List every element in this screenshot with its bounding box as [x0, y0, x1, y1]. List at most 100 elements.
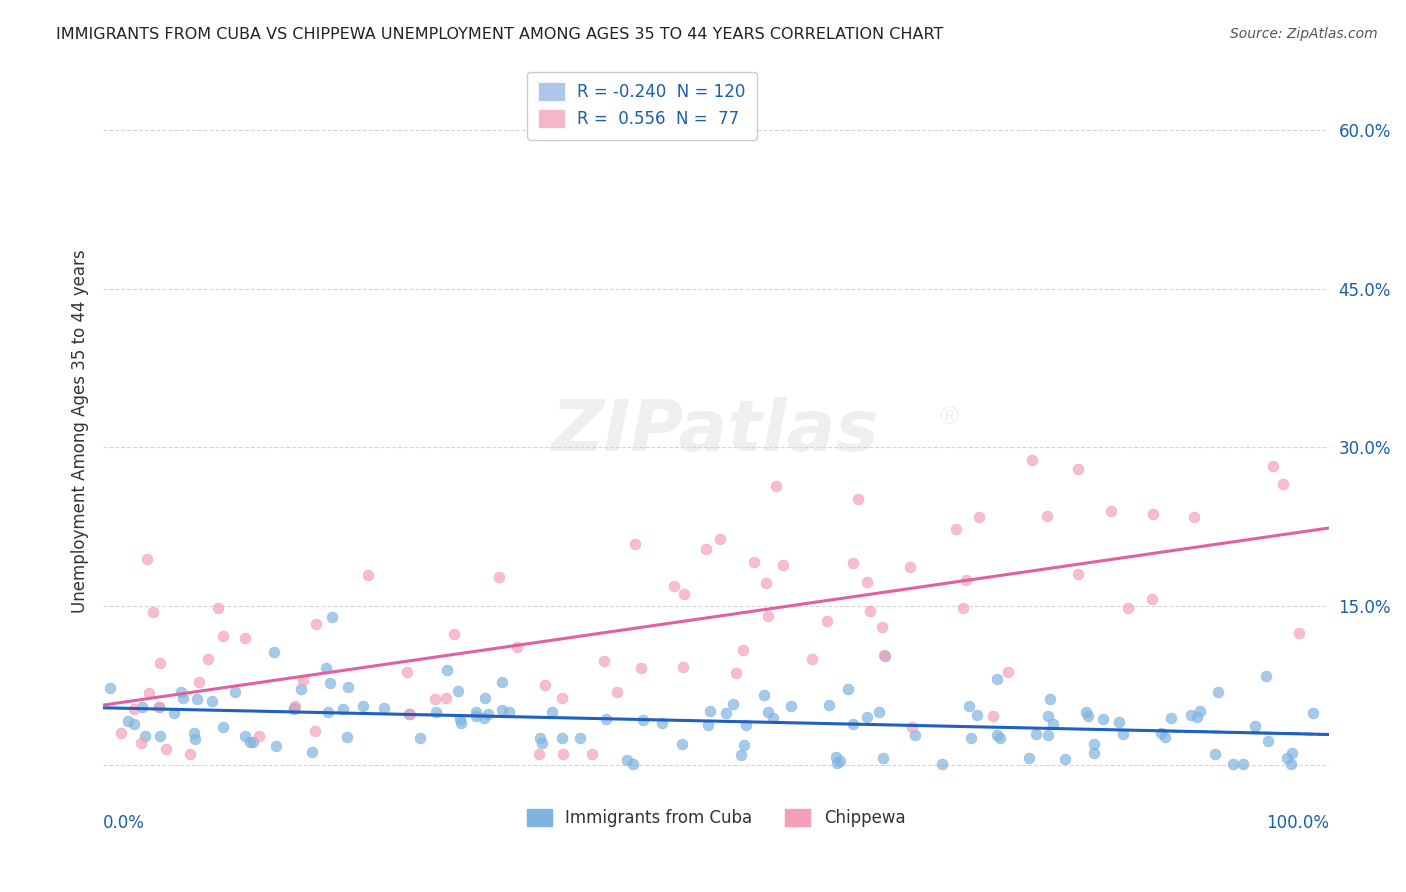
- Point: [945, 522, 967, 536]
- Point: [621, 756, 644, 771]
- Point: [762, 711, 785, 725]
- Point: [673, 587, 696, 601]
- Point: [491, 674, 513, 689]
- Point: [283, 702, 305, 716]
- Point: [304, 724, 326, 739]
- Point: [138, 686, 160, 700]
- Point: [967, 510, 990, 524]
- Point: [966, 708, 988, 723]
- Point: [873, 648, 896, 662]
- Point: [356, 568, 378, 582]
- Point: [183, 726, 205, 740]
- Point: [1108, 715, 1130, 730]
- Point: [842, 716, 865, 731]
- Point: [506, 640, 529, 655]
- Point: [1083, 737, 1105, 751]
- Point: [856, 710, 879, 724]
- Point: [1054, 752, 1077, 766]
- Point: [188, 675, 211, 690]
- Point: [425, 705, 447, 719]
- Point: [1067, 462, 1090, 476]
- Point: [904, 728, 927, 742]
- Point: [315, 660, 337, 674]
- Point: [465, 705, 488, 719]
- Point: [616, 753, 638, 767]
- Point: [730, 747, 752, 762]
- Point: [595, 713, 617, 727]
- Point: [212, 629, 235, 643]
- Point: [855, 575, 877, 590]
- Point: [1099, 504, 1122, 518]
- Point: [606, 684, 628, 698]
- Point: [352, 699, 374, 714]
- Point: [869, 706, 891, 720]
- Point: [754, 688, 776, 702]
- Point: [398, 707, 420, 722]
- Point: [837, 682, 859, 697]
- Y-axis label: Unemployment Among Ages 35 to 44 years: Unemployment Among Ages 35 to 44 years: [72, 250, 89, 614]
- Point: [336, 731, 359, 745]
- Text: ZIPatlas: ZIPatlas: [553, 397, 880, 467]
- Point: [131, 700, 153, 714]
- Point: [842, 556, 865, 570]
- Point: [148, 699, 170, 714]
- Point: [533, 678, 555, 692]
- Point: [1083, 747, 1105, 761]
- Point: [1091, 712, 1114, 726]
- Point: [398, 706, 420, 721]
- Point: [1232, 756, 1254, 771]
- Point: [172, 691, 194, 706]
- Point: [735, 718, 758, 732]
- Point: [1243, 718, 1265, 732]
- Point: [901, 720, 924, 734]
- Point: [1281, 747, 1303, 761]
- Point: [124, 717, 146, 731]
- Point: [449, 712, 471, 726]
- Point: [733, 738, 755, 752]
- Point: [1025, 727, 1047, 741]
- Point: [148, 656, 170, 670]
- Point: [723, 697, 745, 711]
- Point: [1185, 709, 1208, 723]
- Point: [1160, 710, 1182, 724]
- Point: [815, 614, 838, 628]
- Point: [117, 714, 139, 729]
- Point: [263, 645, 285, 659]
- Legend: Immigrants from Cuba, Chippewa: Immigrants from Cuba, Chippewa: [520, 803, 912, 834]
- Point: [336, 680, 359, 694]
- Point: [1182, 509, 1205, 524]
- Point: [129, 736, 152, 750]
- Point: [447, 683, 470, 698]
- Point: [1206, 685, 1229, 699]
- Point: [744, 555, 766, 569]
- Point: [1288, 626, 1310, 640]
- Point: [373, 701, 395, 715]
- Point: [477, 707, 499, 722]
- Point: [931, 756, 953, 771]
- Point: [283, 701, 305, 715]
- Point: [818, 698, 841, 712]
- Point: [110, 726, 132, 740]
- Point: [186, 692, 208, 706]
- Point: [409, 731, 432, 745]
- Point: [290, 681, 312, 696]
- Point: [301, 745, 323, 759]
- Point: [733, 643, 755, 657]
- Point: [465, 709, 488, 723]
- Point: [800, 651, 823, 665]
- Point: [846, 491, 869, 506]
- Point: [183, 731, 205, 746]
- Point: [98, 681, 121, 695]
- Point: [304, 617, 326, 632]
- Point: [436, 663, 458, 677]
- Point: [630, 661, 652, 675]
- Point: [529, 731, 551, 745]
- Point: [631, 713, 654, 727]
- Point: [981, 708, 1004, 723]
- Point: [136, 552, 159, 566]
- Point: [1036, 709, 1059, 723]
- Point: [900, 560, 922, 574]
- Point: [149, 730, 172, 744]
- Point: [170, 685, 193, 699]
- Point: [291, 673, 314, 687]
